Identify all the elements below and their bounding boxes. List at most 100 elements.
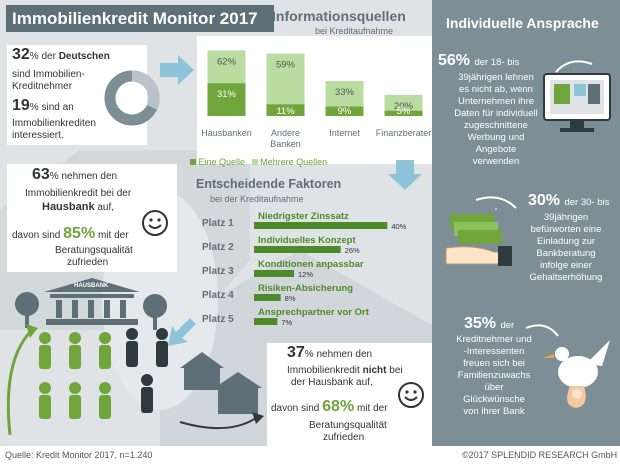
pct-suffix: % nehmen den <box>49 171 118 182</box>
arrow-down-left-icon <box>168 318 196 346</box>
text-line: Beratungsqualität <box>55 245 133 256</box>
arrow-down-icon <box>388 160 422 190</box>
text-line: verwenden <box>472 156 520 167</box>
pct-85: 85% <box>63 225 96 242</box>
legend-label-many: Mehrere Quellen <box>260 157 328 167</box>
text-line: der 30- bis <box>564 197 610 208</box>
text-line: Kreditnehmer <box>12 81 73 92</box>
curved-arrow-icon <box>555 60 593 73</box>
rank-label: Platz 1 <box>202 218 234 229</box>
rank-label: Platz 4 <box>202 290 234 301</box>
text-line: Immobilienkredit <box>287 365 360 376</box>
stat-30-text: 39jährigen befürworten eine Einladung zu… <box>515 212 617 284</box>
text-line: davon sind <box>271 403 320 414</box>
factor-label: Konditionen anpassbar <box>258 259 364 270</box>
bar-one <box>207 83 246 116</box>
value-label-one: 11% <box>276 106 295 117</box>
text-line: -Interessenten <box>463 346 525 357</box>
text-line: Werbung und <box>467 132 525 143</box>
pct-32: 32 <box>12 46 30 63</box>
rank-label: Platz 5 <box>202 314 234 325</box>
houses-icon <box>179 352 264 430</box>
text-line: zugeschnittene <box>464 120 528 131</box>
info-sources-subtitle: bei Kreditaufnahme <box>315 26 394 36</box>
value-label-one: 5% <box>397 106 411 117</box>
tree-icon <box>15 292 39 328</box>
curved-arrow-icon <box>525 324 559 337</box>
pct-suffix: % der <box>29 51 56 62</box>
text-line: interessiert. <box>12 130 64 141</box>
factor-value: 26% <box>345 246 360 255</box>
stat-56: 56% der 18- bis <box>438 52 548 70</box>
factor-value: 12% <box>298 270 313 279</box>
bold-word: nicht <box>362 365 387 376</box>
text-line: Unternehmen ihre <box>457 96 535 107</box>
factors-chart: Platz 1 Niedrigster Zinssatz 40% Platz 2 Ind… <box>202 211 407 327</box>
value-label-many: 33% <box>335 87 355 98</box>
factor-bar <box>254 222 388 229</box>
category-label: Andere <box>271 128 300 138</box>
text-line: befürworten eine <box>530 224 602 235</box>
rank-label: Platz 2 <box>202 242 234 253</box>
factor-value: 8% <box>285 294 296 303</box>
text-line: zufrieden <box>67 257 109 268</box>
stat-card-other-banks: 37% nehmen den Immobilienkredit nicht be… <box>267 343 432 446</box>
smiley-icon <box>142 210 168 236</box>
dark-people-icon <box>126 328 168 413</box>
text-line: Daten für individuell <box>454 108 538 119</box>
factor-bar <box>254 318 278 325</box>
legend-swatch-many <box>251 159 258 165</box>
text-line: über <box>484 382 504 393</box>
right-title: Individuelle Ansprache <box>446 15 599 31</box>
stat-30: 30% der 30- bis <box>528 192 609 210</box>
smiley-icon <box>398 382 424 408</box>
stat-card-borrowers: 32% der Deutschen sind Immobilien- Kredi… <box>7 45 147 145</box>
text-line: der 18- bis <box>474 57 520 68</box>
green-people-icon <box>39 332 111 419</box>
text-line: Familienzuwachs <box>457 370 531 381</box>
curved-arrow-icon <box>6 324 38 436</box>
pct-56: 56% <box>438 52 471 69</box>
factor-value: 40% <box>391 222 406 231</box>
legend-swatch-one <box>190 159 196 165</box>
text-line: der Hausbank auf, <box>291 377 373 388</box>
pct-35: 35% <box>464 315 497 332</box>
text-line: auf, <box>97 202 115 213</box>
text-line: Einladung zur <box>536 236 596 247</box>
text-line: Angebote <box>475 144 517 155</box>
stat-56-text: 39jährigen lehnen es nicht ab, wenn Unte… <box>436 72 556 168</box>
bank-sign: HAUSBANK <box>74 283 109 289</box>
factor-bar <box>254 270 294 277</box>
factor-label: Risiken-Absicherung <box>258 283 353 294</box>
text-line: mit der <box>97 230 129 241</box>
pct-19: 19 <box>12 97 30 114</box>
curved-arrow-icon <box>475 196 517 209</box>
factor-label: Individuelles Konzept <box>258 235 356 246</box>
value-label-one: 9% <box>338 106 352 117</box>
text-line: 39jährigen <box>543 212 589 223</box>
factor-label: Niedrigster Zinssatz <box>258 211 349 222</box>
factors-title: Entscheidende Faktoren <box>196 177 342 191</box>
text-line: 39jährigen lehnen <box>458 72 534 83</box>
pct-68: 68% <box>322 398 355 415</box>
pct-37: 37 <box>287 344 305 361</box>
text-line: infolge einer <box>540 260 592 271</box>
value-label-one: 31% <box>217 89 237 100</box>
arrow-right-icon <box>160 55 194 85</box>
text-line: Kreditnehmer und <box>456 334 532 345</box>
category-label: Internet <box>329 128 360 138</box>
text-line: es nicht ab, wenn <box>459 84 533 95</box>
text-line: Glückwünsche <box>463 394 525 405</box>
source-note: Quelle: Kredit Monitor 2017, n=1.240 <box>5 450 153 460</box>
pct-30: 30% <box>528 192 561 209</box>
category-label: Finanzberater <box>376 128 432 138</box>
category-label: Banken <box>270 139 301 149</box>
bank-building-icon <box>44 278 140 325</box>
bar-one <box>325 106 364 116</box>
factor-label: Ansprechpartner vor Ort <box>258 307 370 318</box>
monitor-icon <box>543 73 611 132</box>
footer-bar <box>0 446 620 465</box>
category-label: Hausbanken <box>201 128 252 138</box>
stat-card-hausbank: 63% nehmen den Immobilienkredit bei der … <box>7 164 177 272</box>
